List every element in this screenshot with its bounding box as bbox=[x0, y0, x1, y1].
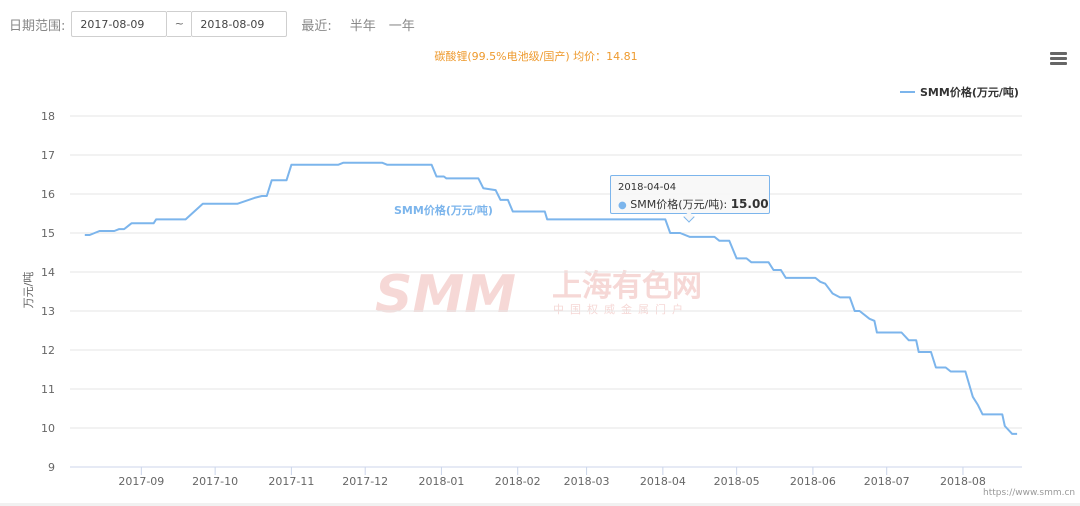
date-range-bar: 日期范围: ~ 最近: 半年 一年 bbox=[9, 11, 428, 37]
tooltip-colon: : bbox=[723, 198, 731, 211]
x-tick-label: 2017-12 bbox=[342, 475, 388, 488]
tooltip-date: 2018-04-04 bbox=[618, 182, 677, 193]
tooltip-series-name: SMM价格(万元/吨) bbox=[630, 198, 724, 211]
x-tick-label: 2018-02 bbox=[495, 475, 541, 488]
x-tick-label: 2018-05 bbox=[714, 475, 760, 488]
half-year-button[interactable]: 半年 bbox=[349, 18, 376, 34]
y-axis-label: 万元/吨 bbox=[22, 272, 35, 309]
x-tick-label: 2017-10 bbox=[192, 475, 238, 488]
recent-label: 最近: bbox=[301, 18, 332, 34]
y-tick-label: 10 bbox=[41, 422, 55, 435]
series-line bbox=[84, 161, 1018, 435]
y-tick-label: 13 bbox=[41, 305, 55, 318]
watermark-logo: SMM bbox=[375, 265, 516, 325]
legend-item[interactable]: SMM价格(万元/吨) bbox=[900, 84, 1019, 100]
x-tick-label: 2017-11 bbox=[268, 475, 314, 488]
y-tick-label: 16 bbox=[41, 188, 55, 201]
chart-subtitle: 碳酸锂(99.5%电池级/国产) 均价：14.81 bbox=[434, 50, 638, 63]
legend-line-swatch bbox=[900, 91, 915, 93]
grid-lines bbox=[70, 115, 1022, 429]
tooltip-dot-icon: ● bbox=[618, 200, 627, 211]
date-range-label: 日期范围: bbox=[9, 18, 66, 34]
credit-link[interactable]: https://www.smm.cn bbox=[983, 488, 1076, 498]
x-tick-label: 2018-04 bbox=[640, 475, 686, 488]
one-year-button[interactable]: 一年 bbox=[388, 18, 415, 34]
watermark-slogan: 中国权威金属门户 bbox=[553, 302, 689, 316]
y-tick-label: 11 bbox=[41, 383, 55, 396]
data-tooltip: 2018-04-04 ● SMM价格(万元/吨): 15.00 bbox=[610, 175, 770, 223]
y-tick-label: 9 bbox=[48, 461, 55, 474]
date-separator: ~ bbox=[167, 11, 192, 37]
series-inline-label: SMM价格(万元/吨) bbox=[394, 203, 493, 217]
y-tick-label: 14 bbox=[41, 266, 55, 279]
x-tick-label: 2018-07 bbox=[864, 475, 910, 488]
smm-watermark: SMM 上海有色网 中国权威金属门户 bbox=[375, 265, 702, 325]
y-axis-ticks: 9 10 11 12 13 14 15 16 17 18 bbox=[41, 110, 55, 474]
x-tick-label: 2018-08 bbox=[940, 475, 986, 488]
tooltip-value: 15.00 bbox=[730, 197, 769, 211]
x-axis: 2017-09 2017-10 2017-11 2017-12 2018-01 2018-… bbox=[70, 466, 1022, 488]
y-tick-label: 12 bbox=[41, 344, 55, 357]
start-date-input[interactable] bbox=[71, 11, 168, 37]
y-tick-label: 15 bbox=[41, 227, 55, 240]
hamburger-menu-icon[interactable] bbox=[1050, 52, 1067, 66]
legend-label: SMM价格(万元/吨) bbox=[920, 86, 1019, 99]
tooltip-row: ● SMM价格(万元/吨): 15.00 bbox=[618, 196, 769, 212]
x-tick-label: 2018-01 bbox=[418, 475, 464, 488]
y-tick-label: 17 bbox=[41, 149, 55, 162]
y-tick-label: 18 bbox=[41, 110, 55, 123]
x-tick-label: 2018-03 bbox=[564, 475, 610, 488]
x-tick-label: 2018-06 bbox=[790, 475, 836, 488]
x-tick-label: 2017-09 bbox=[118, 475, 164, 488]
series-group bbox=[84, 161, 1018, 435]
watermark-cn: 上海有色网 bbox=[552, 269, 702, 304]
footer-strip bbox=[0, 503, 1080, 506]
end-date-input[interactable] bbox=[191, 11, 288, 37]
